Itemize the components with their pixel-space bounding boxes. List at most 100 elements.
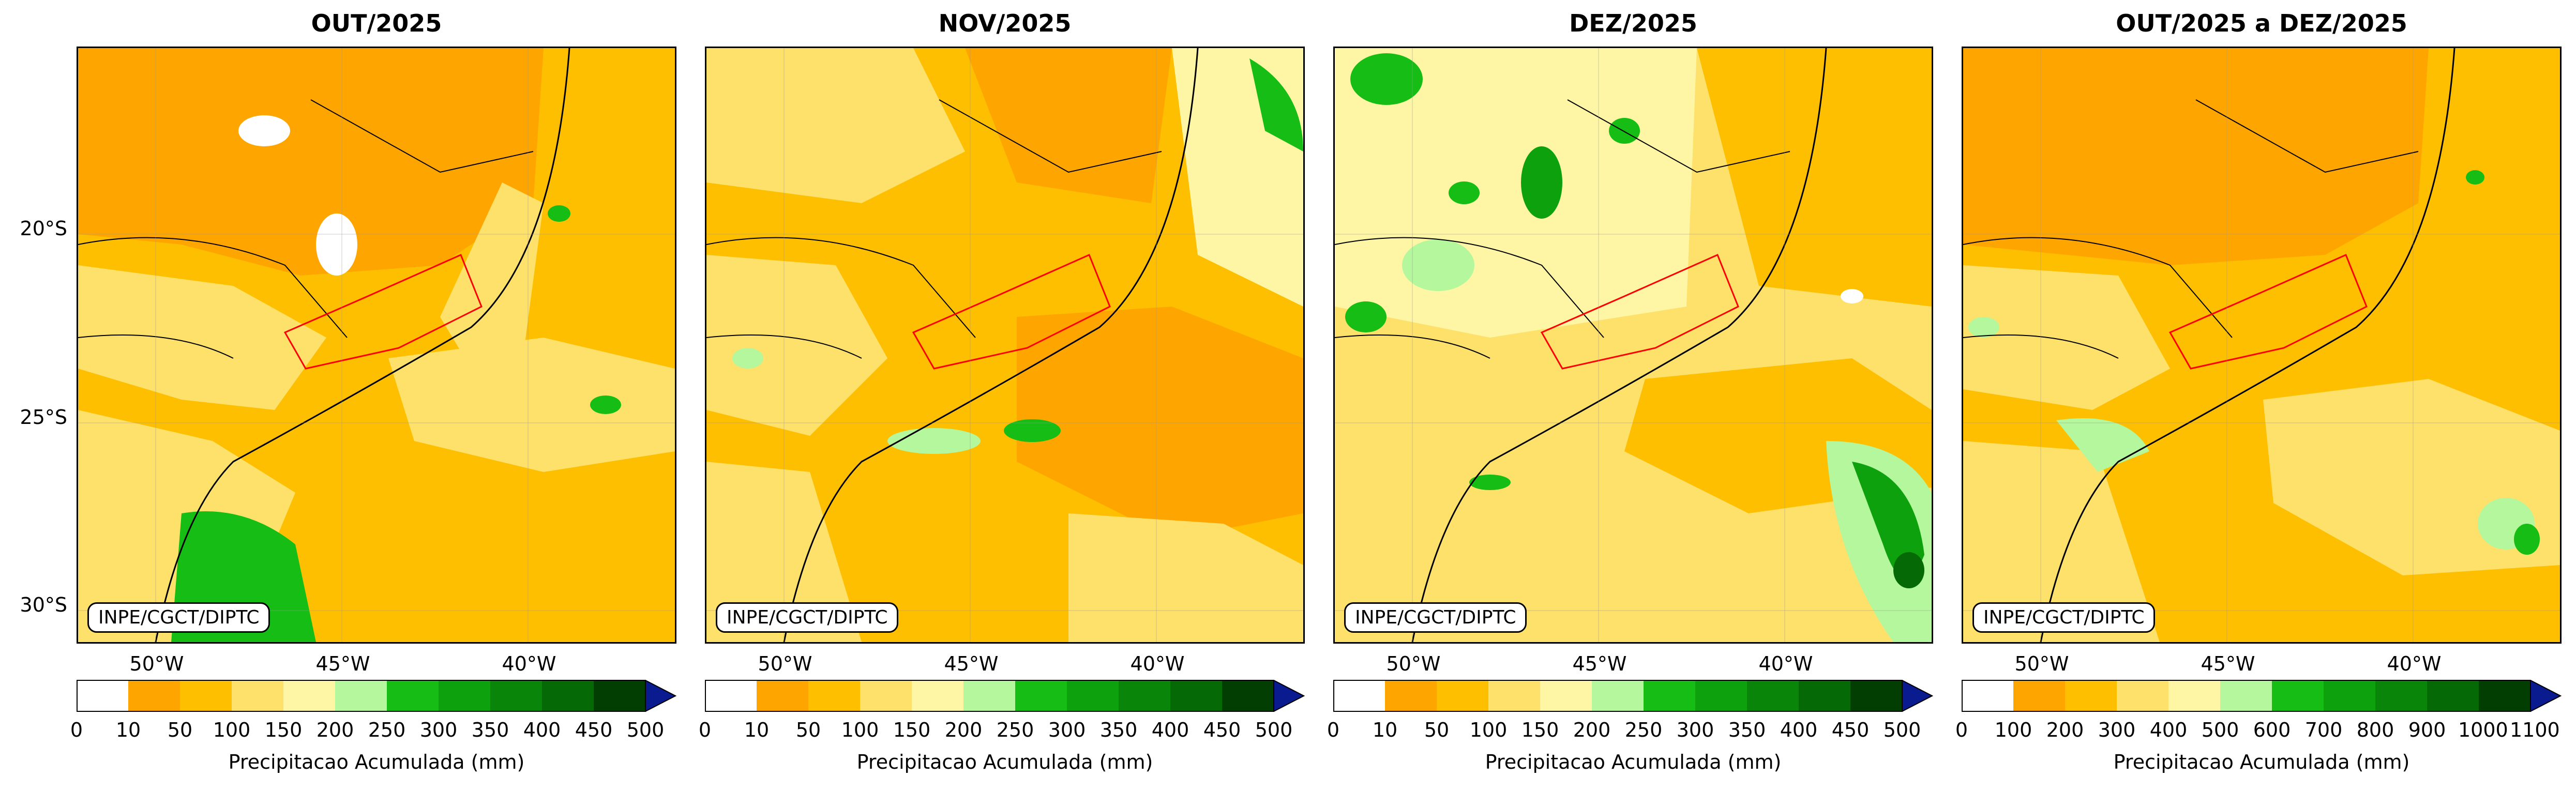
- colorbar-bin: [2168, 680, 2220, 711]
- colorbar-tick-label: 700: [2304, 719, 2343, 741]
- precip-map: INPE/CGCT/DIPTC: [77, 47, 676, 644]
- colorbar-tick-label: 350: [1099, 719, 1138, 741]
- colorbar: [705, 679, 1305, 712]
- panel-title: NOV/2025: [938, 9, 1072, 37]
- colorbar-tick-label: 500: [2201, 719, 2239, 741]
- colorbar-tick-label: 10: [1372, 719, 1398, 741]
- colorbar-bin: [2427, 680, 2479, 711]
- colorbar-bin: [1333, 680, 1385, 711]
- colorbar-bin: [1747, 680, 1799, 711]
- colorbar-bin: [2272, 680, 2324, 711]
- colorbar-bin: [2220, 680, 2272, 711]
- colorbar-extend-arrow: [645, 679, 677, 712]
- colorbar-bin: [1385, 680, 1437, 711]
- lon-label-50w: 50°W: [758, 652, 812, 675]
- precip-map: INPE/CGCT/DIPTC: [705, 47, 1305, 644]
- colorbar-tick-label: 100: [841, 719, 879, 741]
- colorbar-tick-label: 600: [2253, 719, 2291, 741]
- lon-label-40w: 40°W: [2387, 652, 2442, 675]
- panel-dec: DEZ/2025: [1327, 0, 1934, 792]
- lon-label-40w: 40°W: [502, 652, 556, 675]
- colorbar-bin: [860, 680, 912, 711]
- colorbar-bin: [1850, 680, 1902, 711]
- panel-nov: NOV/2025 INPE/CGCT/DIP: [699, 0, 1305, 792]
- colorbar-bin: [2013, 680, 2065, 711]
- colorbar-tick-label: 150: [1521, 719, 1559, 741]
- colorbar-bin: [128, 680, 180, 711]
- colorbar-tick-label: 100: [1994, 719, 2032, 741]
- colorbar-tick-label: 100: [213, 719, 251, 741]
- credit-label: INPE/CGCT/DIPTC: [716, 602, 899, 633]
- colorbar-bin: [387, 680, 439, 711]
- panel-oct: OUT/2025 INPE/CGCT/DIP: [70, 0, 677, 792]
- colorbar-bin: [180, 680, 232, 711]
- colorbar-bin: [1222, 680, 1274, 711]
- colorbar-tick-label: 500: [1883, 719, 1921, 741]
- colorbar-bin: [1437, 680, 1488, 711]
- lon-label-45w: 45°W: [2201, 652, 2255, 675]
- colorbar-bin: [1962, 680, 2013, 711]
- lat-label-20s: 20°S: [20, 217, 67, 240]
- colorbar-tick-label: 300: [1676, 719, 1714, 741]
- colorbar-tick-label: 200: [2046, 719, 2084, 741]
- colorbar-tick-label: 10: [744, 719, 770, 741]
- colorbar-tick-label: 400: [1780, 719, 1818, 741]
- colorbar-bin: [335, 680, 387, 711]
- colorbar-bin: [757, 680, 808, 711]
- colorbar-tick-label: 350: [1728, 719, 1766, 741]
- credit-label: INPE/CGCT/DIPTC: [1344, 602, 1527, 633]
- lon-label-40w: 40°W: [1758, 652, 1813, 675]
- colorbar-bin: [2479, 680, 2530, 711]
- colorbar-tick-label: 350: [471, 719, 509, 741]
- colorbar-bin: [542, 680, 594, 711]
- colorbar-bin: [963, 680, 1015, 711]
- panel-title: OUT/2025 a DEZ/2025: [2116, 9, 2407, 37]
- colorbar-bin: [1119, 680, 1170, 711]
- colorbar-tick-label: 150: [264, 719, 303, 741]
- colorbar-bin: [490, 680, 542, 711]
- colorbar-bin: [1015, 680, 1067, 711]
- colorbar-bin: [1644, 680, 1695, 711]
- colorbar-tick-label: 400: [1151, 719, 1189, 741]
- colorbar-bin: [705, 680, 757, 711]
- colorbar-tick-label: 250: [368, 719, 406, 741]
- colorbar-bin: [594, 680, 645, 711]
- colorbar-bin: [1540, 680, 1592, 711]
- colorbar-tick-label: 250: [1624, 719, 1663, 741]
- colorbar-bin: [77, 680, 128, 711]
- colorbar-tick-label: 0: [1327, 719, 1340, 741]
- lon-label-45w: 45°W: [315, 652, 370, 675]
- colorbar-tick-label: 150: [893, 719, 931, 741]
- colorbar-tick-label: 450: [575, 719, 613, 741]
- colorbar-bin: [912, 680, 963, 711]
- credit-label: INPE/CGCT/DIPTC: [1972, 602, 2156, 633]
- panel-title: DEZ/2025: [1569, 9, 1697, 37]
- colorbar-tick-label: 1000: [2458, 719, 2508, 741]
- lon-label-50w: 50°W: [1386, 652, 1441, 675]
- lon-label-50w: 50°W: [129, 652, 184, 675]
- colorbar-bin: [1488, 680, 1540, 711]
- colorbar-extend-arrow: [2530, 679, 2562, 712]
- colorbar-tick-label: 200: [944, 719, 983, 741]
- colorbar-tick-label: 200: [316, 719, 354, 741]
- colorbar-tick-label: 900: [2408, 719, 2446, 741]
- colorbar-bin: [2375, 680, 2427, 711]
- colorbar-tick-label: 300: [2098, 719, 2136, 741]
- colorbar-tick-label: 450: [1831, 719, 1870, 741]
- colorbar-tick-label: 50: [167, 719, 193, 741]
- colorbar-tick-label: 1100: [2510, 719, 2560, 741]
- colorbar-label: Precipitacao Acumulada (mm): [1485, 751, 1782, 773]
- colorbar-tick-label: 0: [70, 719, 83, 741]
- colorbar-tick-label: 50: [795, 719, 821, 741]
- lat-label-30s: 30°S: [20, 593, 67, 616]
- colorbar-extend-arrow: [1902, 679, 1934, 712]
- colorbar-tick-label: 450: [1203, 719, 1241, 741]
- colorbar-bin: [232, 680, 283, 711]
- panel-title: OUT/2025: [311, 9, 442, 37]
- colorbar-bin: [2324, 680, 2375, 711]
- colorbar-tick-label: 10: [115, 719, 141, 741]
- lon-label-50w: 50°W: [2014, 652, 2069, 675]
- panel-oct-dec: OUT/2025 a DEZ/2025 INPE/CGCT/DIPTC: [1955, 0, 2562, 792]
- colorbar-bin: [283, 680, 335, 711]
- colorbar-tick-label: 300: [1048, 719, 1086, 741]
